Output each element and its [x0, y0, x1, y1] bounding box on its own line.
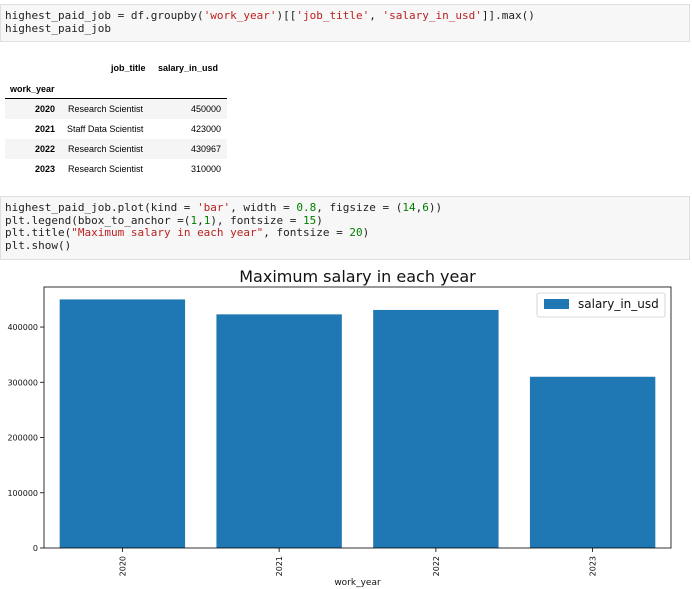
- table-row: 2021 Staff Data Scientist 423000: [5, 119, 227, 139]
- cell-job-title: Staff Data Scientist: [67, 124, 144, 134]
- legend: salary_in_usd: [536, 292, 666, 318]
- table-row: 2023 Research Scientist 310000: [5, 159, 227, 179]
- y-tick-label: 200000: [7, 434, 38, 443]
- y-tick-label: 0: [33, 544, 38, 553]
- cell-salary: 450000: [190, 104, 221, 114]
- bar-2021: [216, 314, 342, 548]
- cell-job-title: Research Scientist: [68, 104, 144, 114]
- row-index: 2022: [35, 144, 56, 154]
- plot-frame: [43, 286, 672, 549]
- header-separator: [5, 98, 227, 99]
- cell-job-title: Research Scientist: [68, 164, 144, 174]
- table-row: 2022 Research Scientist 430967: [5, 139, 227, 159]
- code-line: plt.title("Maximum salary in each year",…: [5, 226, 370, 239]
- y-tick-label: 300000: [7, 378, 38, 387]
- row-index: 2020: [35, 104, 56, 114]
- x-tick-label: 2021: [275, 556, 284, 576]
- cell-salary: 310000: [190, 164, 221, 174]
- row-index: 2021: [35, 124, 56, 134]
- code-line: plt.legend(bbox_to_anchor =(1,1), fontsi…: [5, 213, 323, 227]
- code-cell-groupby[interactable]: highest_paid_job = df.groupby('work_year…: [0, 4, 690, 42]
- y-tick-label: 100000: [7, 489, 38, 498]
- code-line: highest_paid_job = df.groupby('work_year…: [5, 9, 535, 22]
- legend-label: salary_in_usd: [578, 297, 659, 311]
- bar-2022: [373, 309, 499, 548]
- table-row: 2020 Research Scientist 450000: [5, 99, 227, 119]
- code-line: highest_paid_job: [5, 21, 111, 35]
- index-name: work_year: [10, 84, 55, 94]
- x-axis-label: work_year: [334, 578, 381, 588]
- code-line: plt.show(): [5, 238, 72, 252]
- x-tick-label: 2022: [432, 556, 441, 576]
- code-cell-plot[interactable]: highest_paid_job.plot(kind = 'bar', widt…: [0, 196, 690, 260]
- column-header-salary: salary_in_usd: [158, 63, 219, 73]
- cell-job-title: Research Scientist: [68, 144, 144, 154]
- cell-salary: 430967: [190, 144, 221, 154]
- bar-2023: [529, 376, 656, 548]
- column-header-job-title: job_title: [111, 63, 146, 73]
- x-tick-label: 2020: [118, 556, 127, 576]
- y-tick-label: 400000: [7, 323, 38, 332]
- bar-2020: [59, 299, 186, 548]
- chart-title: Maximum salary in each year: [239, 267, 476, 286]
- legend-swatch: [544, 299, 569, 309]
- x-tick-label: 2023: [589, 556, 598, 576]
- code-line: highest_paid_job.plot(kind = 'bar', widt…: [5, 201, 443, 214]
- cell-salary: 423000: [190, 124, 221, 134]
- row-index: 2023: [35, 164, 56, 174]
